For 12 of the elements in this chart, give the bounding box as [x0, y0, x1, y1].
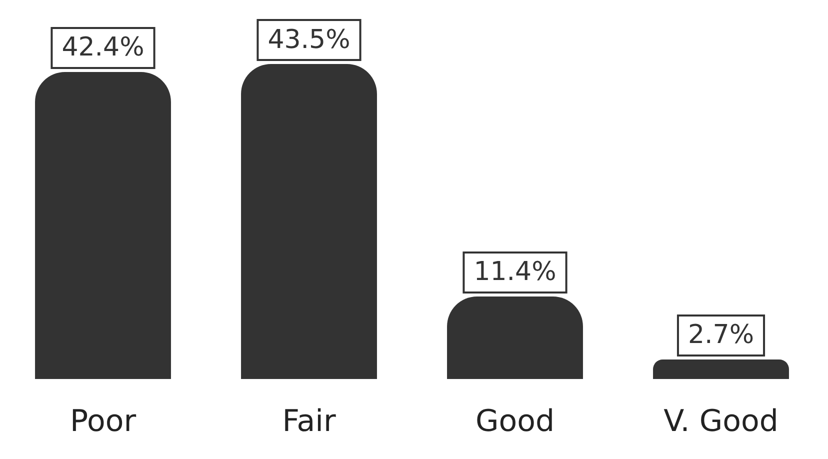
x-tick-label: V. Good: [664, 404, 778, 439]
bar: [35, 72, 171, 379]
x-tick-label: Good: [476, 404, 554, 439]
data-label: 42.4%: [62, 32, 144, 63]
bar: [241, 64, 377, 379]
x-tick-label: Poor: [70, 404, 137, 439]
x-tick-label: Fair: [282, 404, 336, 439]
data-label: 43.5%: [268, 24, 350, 55]
bar: [653, 359, 789, 379]
bar: [447, 296, 583, 379]
data-label: 2.7%: [688, 320, 754, 350]
data-label: 11.4%: [474, 257, 556, 288]
